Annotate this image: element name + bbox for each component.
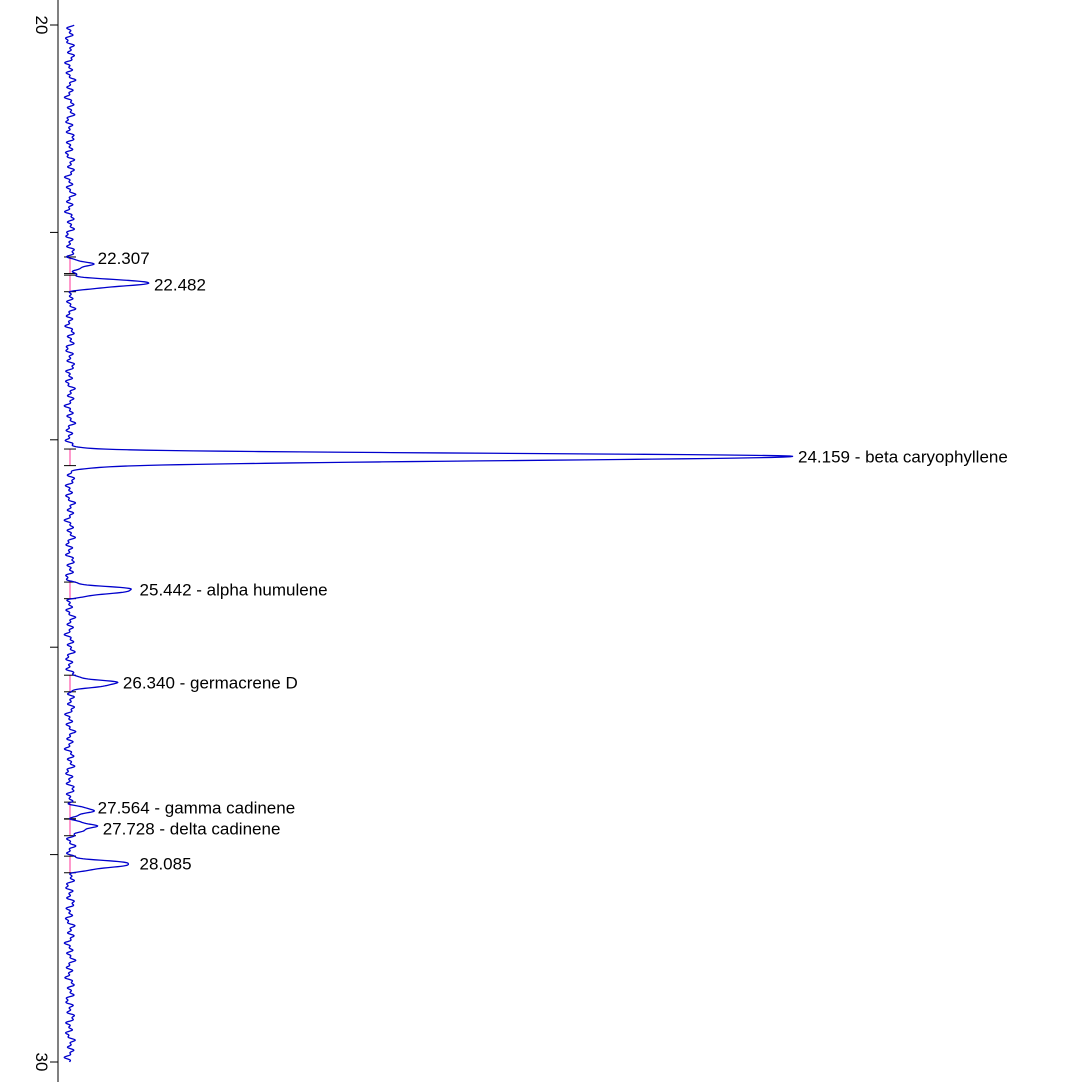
peak-label: 22.482 [154, 275, 206, 294]
peak-label: 25.442 - alpha humulene [140, 580, 328, 599]
signal-trace [63, 24, 794, 1063]
peak-label: 27.564 - gamma cadinene [98, 798, 296, 817]
peak-label: 27.728 - delta cadinene [103, 819, 281, 838]
time-tick-label: 30 [32, 1053, 51, 1072]
peak-label: 22.307 [98, 249, 150, 268]
peak-label: 28.085 [140, 854, 192, 873]
peak-label: 24.159 - beta caryophyllene [798, 447, 1008, 466]
time-tick-label: 20 [32, 16, 51, 35]
peak-label: 26.340 - germacrene D [123, 673, 298, 692]
